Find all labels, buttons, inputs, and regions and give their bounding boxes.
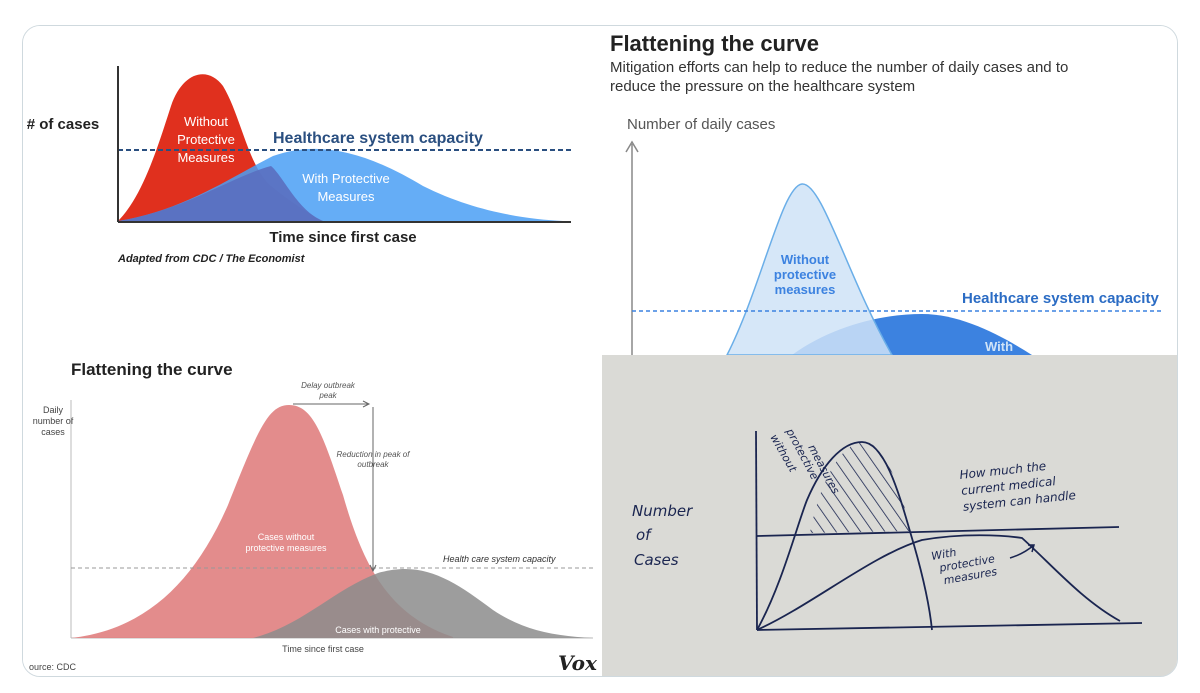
- annotation-reduction-2: outbreak: [357, 460, 389, 469]
- series-without-label: Without Protective Measures: [177, 114, 235, 165]
- source-note: Adapted from CDC / The Economist: [117, 253, 306, 265]
- y-axis-label-2: of: [636, 526, 653, 544]
- y-axis-label: # of cases: [27, 116, 100, 133]
- reduction-arrowhead: [369, 564, 377, 573]
- series-without-label-3: measures: [775, 282, 836, 297]
- capacity-line: [756, 526, 1120, 537]
- delay-arrowhead: [362, 400, 371, 408]
- hatched-overflow-area: [810, 442, 911, 533]
- y-axis-label-3: cases: [41, 427, 65, 437]
- y-axis-label-2: number of: [33, 416, 74, 426]
- series-with-curve: [756, 534, 1121, 631]
- y-axis-label-1: Number: [632, 502, 693, 520]
- tweet-image-grid[interactable]: # of cases Healthcare system capacity Wi…: [22, 25, 1178, 677]
- chart-2-svg: Flattening the curve Mitigation efforts …: [610, 31, 1162, 355]
- vox-logo: Vox: [558, 651, 598, 675]
- y-axis: [755, 430, 758, 631]
- series-without-area: [71, 405, 453, 638]
- chart-cdc-economist: # of cases Healthcare system capacity Wi…: [23, 26, 602, 355]
- annotation-reduction-1: Reduction in peak of: [337, 450, 411, 459]
- y-axis-label: Number of daily cases: [627, 116, 775, 133]
- series-with-label: With Protective Measures: [302, 171, 389, 204]
- capacity-label: Healthcare system capacity: [962, 290, 1159, 307]
- source-note: ource: CDC: [29, 662, 77, 672]
- y-axis-arrow: [625, 140, 639, 153]
- series-without-label-2: protective: [774, 267, 836, 282]
- series-without-protective-measures-area: [118, 74, 323, 221]
- chart-4-svg: Number of Cases without protective measu…: [602, 355, 1177, 676]
- series-with-label-1: With: [930, 546, 957, 563]
- x-axis: [756, 622, 1143, 631]
- capacity-label: Health care system capacity: [443, 554, 556, 564]
- chart-flattening-blue: Flattening the curve Mitigation efforts …: [602, 26, 1177, 355]
- series-without-label-2: protective measures: [245, 543, 327, 553]
- chart-3-svg: Flattening the curve Daily number of cas…: [29, 360, 598, 675]
- x-axis-label: Time since first case: [269, 229, 416, 246]
- y-axis-label-1: Daily: [43, 405, 64, 415]
- x-axis-label: Time since first case: [282, 644, 364, 654]
- chart-hand-drawn: Number of Cases without protective measu…: [602, 355, 1177, 676]
- chart-title: Flattening the curve: [71, 360, 233, 379]
- y-axis-label-3: Cases: [634, 551, 679, 569]
- series-without-area: [726, 183, 893, 355]
- capacity-label: Healthcare system capacity: [273, 130, 483, 147]
- series-without-label-1: Without: [781, 252, 830, 267]
- chart-flattening-vox: Flattening the curve Daily number of cas…: [23, 355, 602, 676]
- series-without-label-1: Cases without: [258, 532, 315, 542]
- annotation-delay-2: peak: [318, 391, 337, 400]
- series-with-label: With: [985, 339, 1013, 354]
- series-with-label-1: Cases with protective: [335, 625, 421, 635]
- annotation-delay-1: Delay outbreak: [301, 381, 356, 390]
- series-without-curve: [756, 441, 933, 631]
- chart-1-svg: # of cases Healthcare system capacity Wi…: [27, 66, 571, 265]
- series-with-label-2: measures: [358, 636, 398, 646]
- chart-subtitle-line2: reduce the pressure on the healthcare sy…: [610, 78, 915, 95]
- series-overlap-area: [118, 166, 323, 221]
- chart-subtitle-line1: Mitigation efforts can help to reduce th…: [610, 59, 1068, 76]
- series-with-area: [253, 568, 593, 638]
- arrow-to-with: [1009, 544, 1035, 559]
- chart-title: Flattening the curve: [610, 31, 819, 56]
